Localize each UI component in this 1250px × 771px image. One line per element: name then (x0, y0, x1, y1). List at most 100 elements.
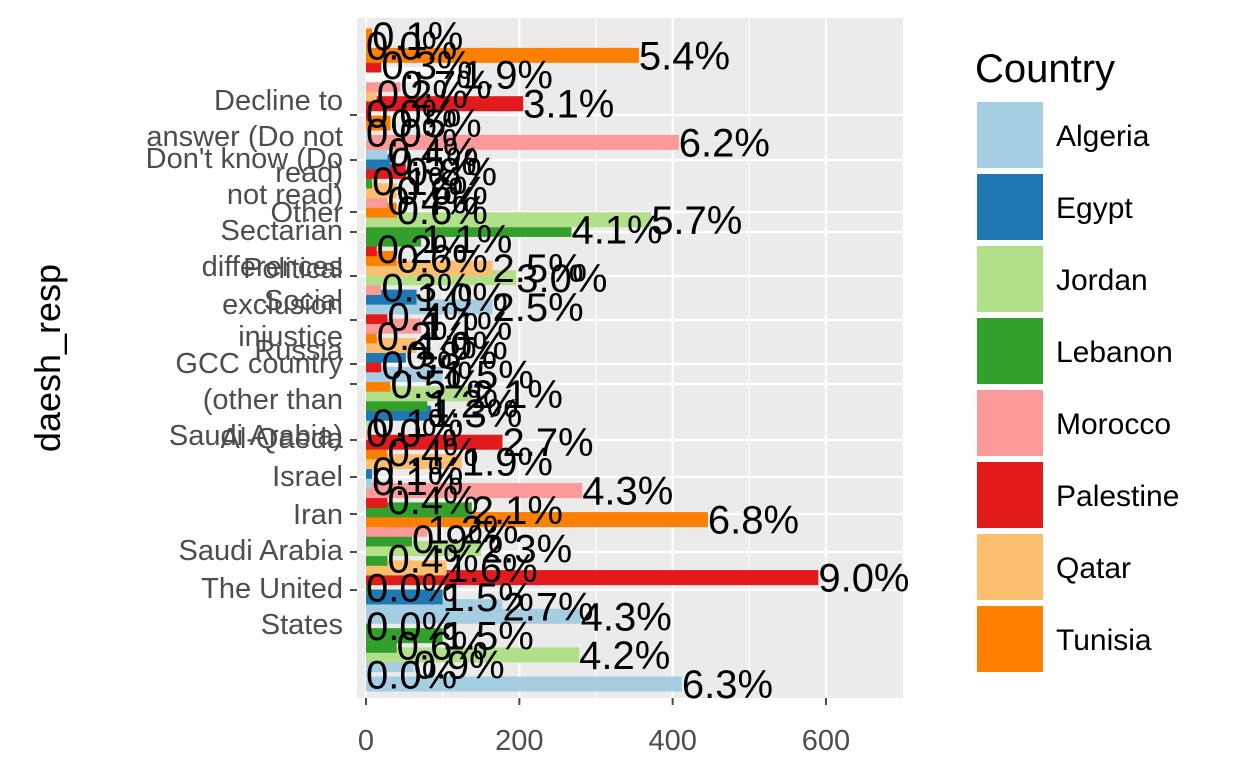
bar-data-label: 0.9% (414, 644, 505, 688)
bar-data-label: 1.5% (443, 354, 534, 398)
bar-data-label: 1.0% (417, 276, 508, 320)
bar (366, 105, 370, 121)
y-axis-labels: The United States Saudi Arabia Iran Israel Al… (146, 85, 357, 641)
bar-data-label: 1.0% (417, 324, 508, 368)
bar (366, 38, 370, 54)
bar-data-label: 1.9% (462, 54, 553, 98)
y-tick-label: Al-Qaeda (220, 423, 343, 455)
y-tick-label: exclusion (222, 289, 343, 321)
y-tick-label: Russia (254, 335, 344, 367)
bar-data-label: 6.3% (682, 663, 773, 707)
bar (366, 454, 462, 470)
y-tick-label: (other than (203, 384, 343, 416)
bar (366, 115, 391, 131)
bar-data-label: 1.1% (421, 218, 512, 262)
bar (366, 589, 443, 605)
bar-data-label: 0.0% (366, 112, 457, 156)
x-axis: 0 200 400 600 (358, 698, 850, 757)
bar (366, 47, 639, 63)
y-tick-label: read) (275, 157, 343, 189)
bar-data-label: 4.1% (571, 208, 662, 252)
bar-data-label: 0.4% (387, 537, 478, 581)
x-tick-label: 400 (648, 725, 696, 757)
bar-data-label: 0.5% (391, 363, 482, 407)
legend-label: Palestine (1056, 480, 1179, 513)
bar-data-label: 2.1% (472, 373, 563, 417)
bar (366, 570, 819, 586)
bar (366, 415, 373, 431)
bar-data-label: 2.3% (481, 528, 572, 572)
bar-data-label: 5.7% (651, 199, 742, 243)
bar (366, 183, 397, 199)
bar (366, 67, 462, 83)
bar-data-label: 0.0% (366, 566, 457, 610)
y-tick-label: Sectarian (220, 215, 343, 247)
bar-data-label: 1.3% (431, 392, 522, 436)
legend-title: Country (975, 47, 1115, 91)
bar-data-label: 0.0% (366, 25, 457, 69)
bar-data-label: 5.4% (639, 34, 730, 78)
bar-data-label: 1.2% (427, 383, 518, 427)
legend-swatch (977, 318, 1043, 384)
legend-label: Algeria (1056, 120, 1150, 153)
legend-swatch (977, 534, 1043, 600)
bar (366, 647, 580, 663)
bar-data-label: 0.4% (387, 179, 478, 223)
bar-data-label: 0.3% (381, 44, 472, 88)
bar-data-label: 3.0% (516, 257, 607, 301)
legend-label: Jordan (1056, 264, 1148, 297)
y-tick-label: States (261, 609, 343, 641)
bar-data-label: 1.5% (443, 576, 534, 620)
bar-data-label: 2.5% (493, 247, 584, 291)
y-tick-label: not read) (227, 179, 343, 211)
bar-data-label: 0.6% (397, 189, 488, 233)
legend-swatch (977, 246, 1043, 312)
x-tick-label: 200 (495, 725, 543, 757)
bar-data-label: 0.5% (391, 141, 482, 185)
bar-data-label: 4.2% (579, 634, 670, 678)
bar (366, 337, 417, 353)
bar (366, 676, 682, 692)
bar-data-label: 1.2% (427, 508, 518, 552)
bar-data-label: 0.1% (372, 450, 463, 494)
bar-data-label: 2.7% (502, 586, 593, 630)
bar (366, 473, 373, 489)
legend-label: Morocco (1056, 408, 1171, 441)
bar (366, 173, 373, 189)
bar-data-label: 0.7% (401, 63, 492, 107)
bar-data-label: 0.4% (387, 479, 478, 523)
bar-data-label: 4.3% (581, 595, 672, 639)
bar-data-label: 6.2% (679, 121, 770, 165)
bar-data-label: 4.3% (582, 470, 673, 514)
bar-data-label: 0.2% (377, 73, 468, 117)
bar (366, 28, 373, 44)
bar-data-label: 0.8% (406, 150, 497, 194)
bar-data-label: 0.5% (391, 102, 482, 146)
bar (366, 212, 652, 228)
bar (366, 434, 503, 450)
bar-data-label: 0.4% (387, 431, 478, 475)
bar-data-label: 0.6% (397, 624, 488, 668)
bar (366, 502, 472, 518)
bar (366, 483, 583, 499)
bar-data-label: 0.3% (381, 344, 472, 388)
x-tick-label: 0 (358, 725, 374, 757)
legend-swatch (977, 174, 1043, 240)
bar-data-label: 0.1% (372, 460, 463, 504)
y-tick-label: Saudi Arabia) (169, 420, 343, 452)
y-tick-label: differences (202, 251, 343, 283)
y-tick-label: answer (Do not (146, 121, 343, 153)
bar (366, 386, 472, 402)
bar-data-label: 0.0% (366, 412, 457, 456)
bar-data-label: 0.2% (377, 315, 468, 359)
bar-data-label: 0.4% (387, 295, 478, 339)
bar-data-label: 0.0% (366, 92, 457, 136)
bar-data-label: 0.3% (381, 266, 472, 310)
bar-data-label: 0.0% (366, 653, 457, 697)
y-axis-title: daesh_resp (27, 264, 68, 452)
bar (366, 463, 373, 479)
bar-data-label: 0.1% (372, 160, 463, 204)
bar (366, 666, 370, 682)
bar-data-label: 3.1% (523, 83, 614, 127)
legend-swatch (977, 606, 1043, 672)
